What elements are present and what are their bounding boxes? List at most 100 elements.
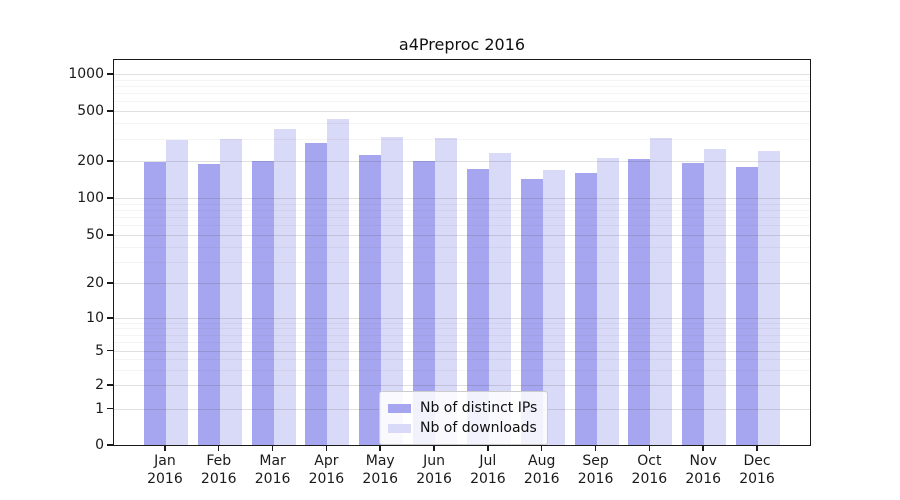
x-tick [325, 446, 328, 451]
x-tick-cell [622, 446, 676, 451]
y-tick [107, 407, 113, 410]
bar-group [408, 60, 462, 445]
bar-distinct-ips [520, 179, 543, 445]
y-tick-label: 1000 [68, 66, 104, 82]
bar-group [623, 60, 677, 445]
bar-group [516, 60, 570, 445]
y-tick-label: 20 [86, 275, 104, 291]
y-tick [107, 73, 113, 75]
x-tick [487, 446, 489, 451]
x-tick-cell [138, 446, 192, 451]
bar-downloads [219, 138, 242, 445]
bar-distinct-ips [305, 143, 328, 445]
bar-downloads [488, 153, 511, 445]
x-tick [379, 446, 381, 451]
x-tick-label: Nov 2016 [685, 453, 722, 487]
plot-area: Nb of distinct IPs Nb of downloads [113, 59, 811, 446]
bar-downloads [542, 169, 565, 445]
x-tick-label: Jul 2016 [470, 453, 506, 487]
bar-group [462, 60, 516, 445]
legend-item-distinct-ips: Nb of distinct IPs [388, 398, 537, 418]
x-tick-label: Oct 2016 [631, 453, 668, 487]
y-tick [107, 317, 113, 319]
y-tick [107, 349, 113, 352]
bar-distinct-ips [143, 161, 166, 445]
bar-distinct-ips [682, 163, 705, 445]
y-tick [107, 282, 113, 284]
bar-downloads [704, 149, 727, 445]
x-tick [648, 446, 651, 451]
y-tick-label: 1 [95, 400, 104, 417]
legend-swatch-distinct-ips-icon [388, 403, 411, 413]
bar-distinct-ips [251, 160, 274, 445]
x-tick [164, 446, 166, 451]
bar-downloads [327, 119, 350, 445]
bar-downloads [650, 137, 673, 445]
x-tick [594, 446, 597, 451]
x-tick-cell [569, 446, 623, 451]
x-tick-label: Aug 2016 [523, 453, 560, 487]
x-tick-cell [676, 446, 730, 451]
x-tick [433, 446, 435, 451]
y-tick-label: 200 [77, 153, 104, 169]
bar-group [139, 60, 193, 445]
bar-group [247, 60, 301, 445]
legend-swatch-downloads-icon [388, 423, 411, 433]
bar-distinct-ips [628, 158, 651, 445]
y-tick [107, 110, 113, 112]
bar-group [570, 60, 624, 445]
x-tick [540, 446, 543, 451]
x-tick [756, 446, 758, 451]
y-tick-label: 10 [86, 310, 104, 326]
x-tick-label: Jan 2016 [147, 453, 183, 487]
x-tick-label: Apr 2016 [308, 453, 345, 487]
x-tick-cell [192, 446, 246, 451]
chart-title: a4Preproc 2016 [398, 35, 526, 54]
x-tick-label: Mar 2016 [254, 453, 291, 487]
y-axis-tick-labels: 1000 500 200 100 50 20 10 5 2 1 0 [0, 0, 104, 500]
y-tick-label: 2 [95, 377, 104, 393]
x-tick [702, 446, 704, 451]
y-tick [107, 234, 113, 236]
legend: Nb of distinct IPs Nb of downloads [379, 391, 549, 445]
x-axis-tick-labels: Jan 2016 Feb 2016 Mar 2016 Apr 2016 May 2016… [113, 453, 809, 488]
legend-label-downloads: Nb of downloads [420, 420, 537, 436]
bar-group [354, 60, 408, 445]
x-axis-ticks [113, 446, 809, 451]
bar-downloads [596, 157, 619, 445]
bar-downloads [165, 139, 188, 445]
bars-layer [114, 60, 810, 445]
bar-downloads [273, 128, 296, 445]
x-tick [217, 446, 220, 451]
y-tick-label: 100 [77, 190, 104, 206]
x-tick-cell [353, 446, 407, 451]
x-tick-cell [246, 446, 300, 451]
x-tick-cell [730, 446, 784, 451]
y-tick [107, 197, 113, 199]
x-tick [271, 446, 274, 451]
bar-group [731, 60, 785, 445]
bar-downloads [381, 136, 404, 445]
bar-group [193, 60, 247, 445]
x-tick-cell [461, 446, 515, 451]
bar-distinct-ips [466, 169, 489, 445]
bar-distinct-ips [359, 155, 382, 445]
x-tick-label: Feb 2016 [200, 453, 237, 487]
bar-distinct-ips [736, 166, 759, 445]
x-tick-label: Dec 2016 [739, 453, 775, 487]
bar-group [677, 60, 731, 445]
y-tick-label: 0 [95, 437, 104, 453]
bar-group [300, 60, 354, 445]
legend-item-downloads: Nb of downloads [388, 418, 537, 438]
y-tick-label: 5 [95, 342, 104, 359]
y-tick-label: 500 [77, 103, 104, 119]
bar-distinct-ips [574, 172, 597, 445]
bar-downloads [435, 138, 458, 445]
bar-distinct-ips [413, 161, 436, 445]
y-tick [107, 160, 113, 162]
x-tick-cell [515, 446, 569, 451]
x-tick-label: May 2016 [362, 453, 399, 487]
bar-downloads [758, 151, 781, 445]
legend-label-distinct-ips: Nb of distinct IPs [420, 400, 538, 416]
